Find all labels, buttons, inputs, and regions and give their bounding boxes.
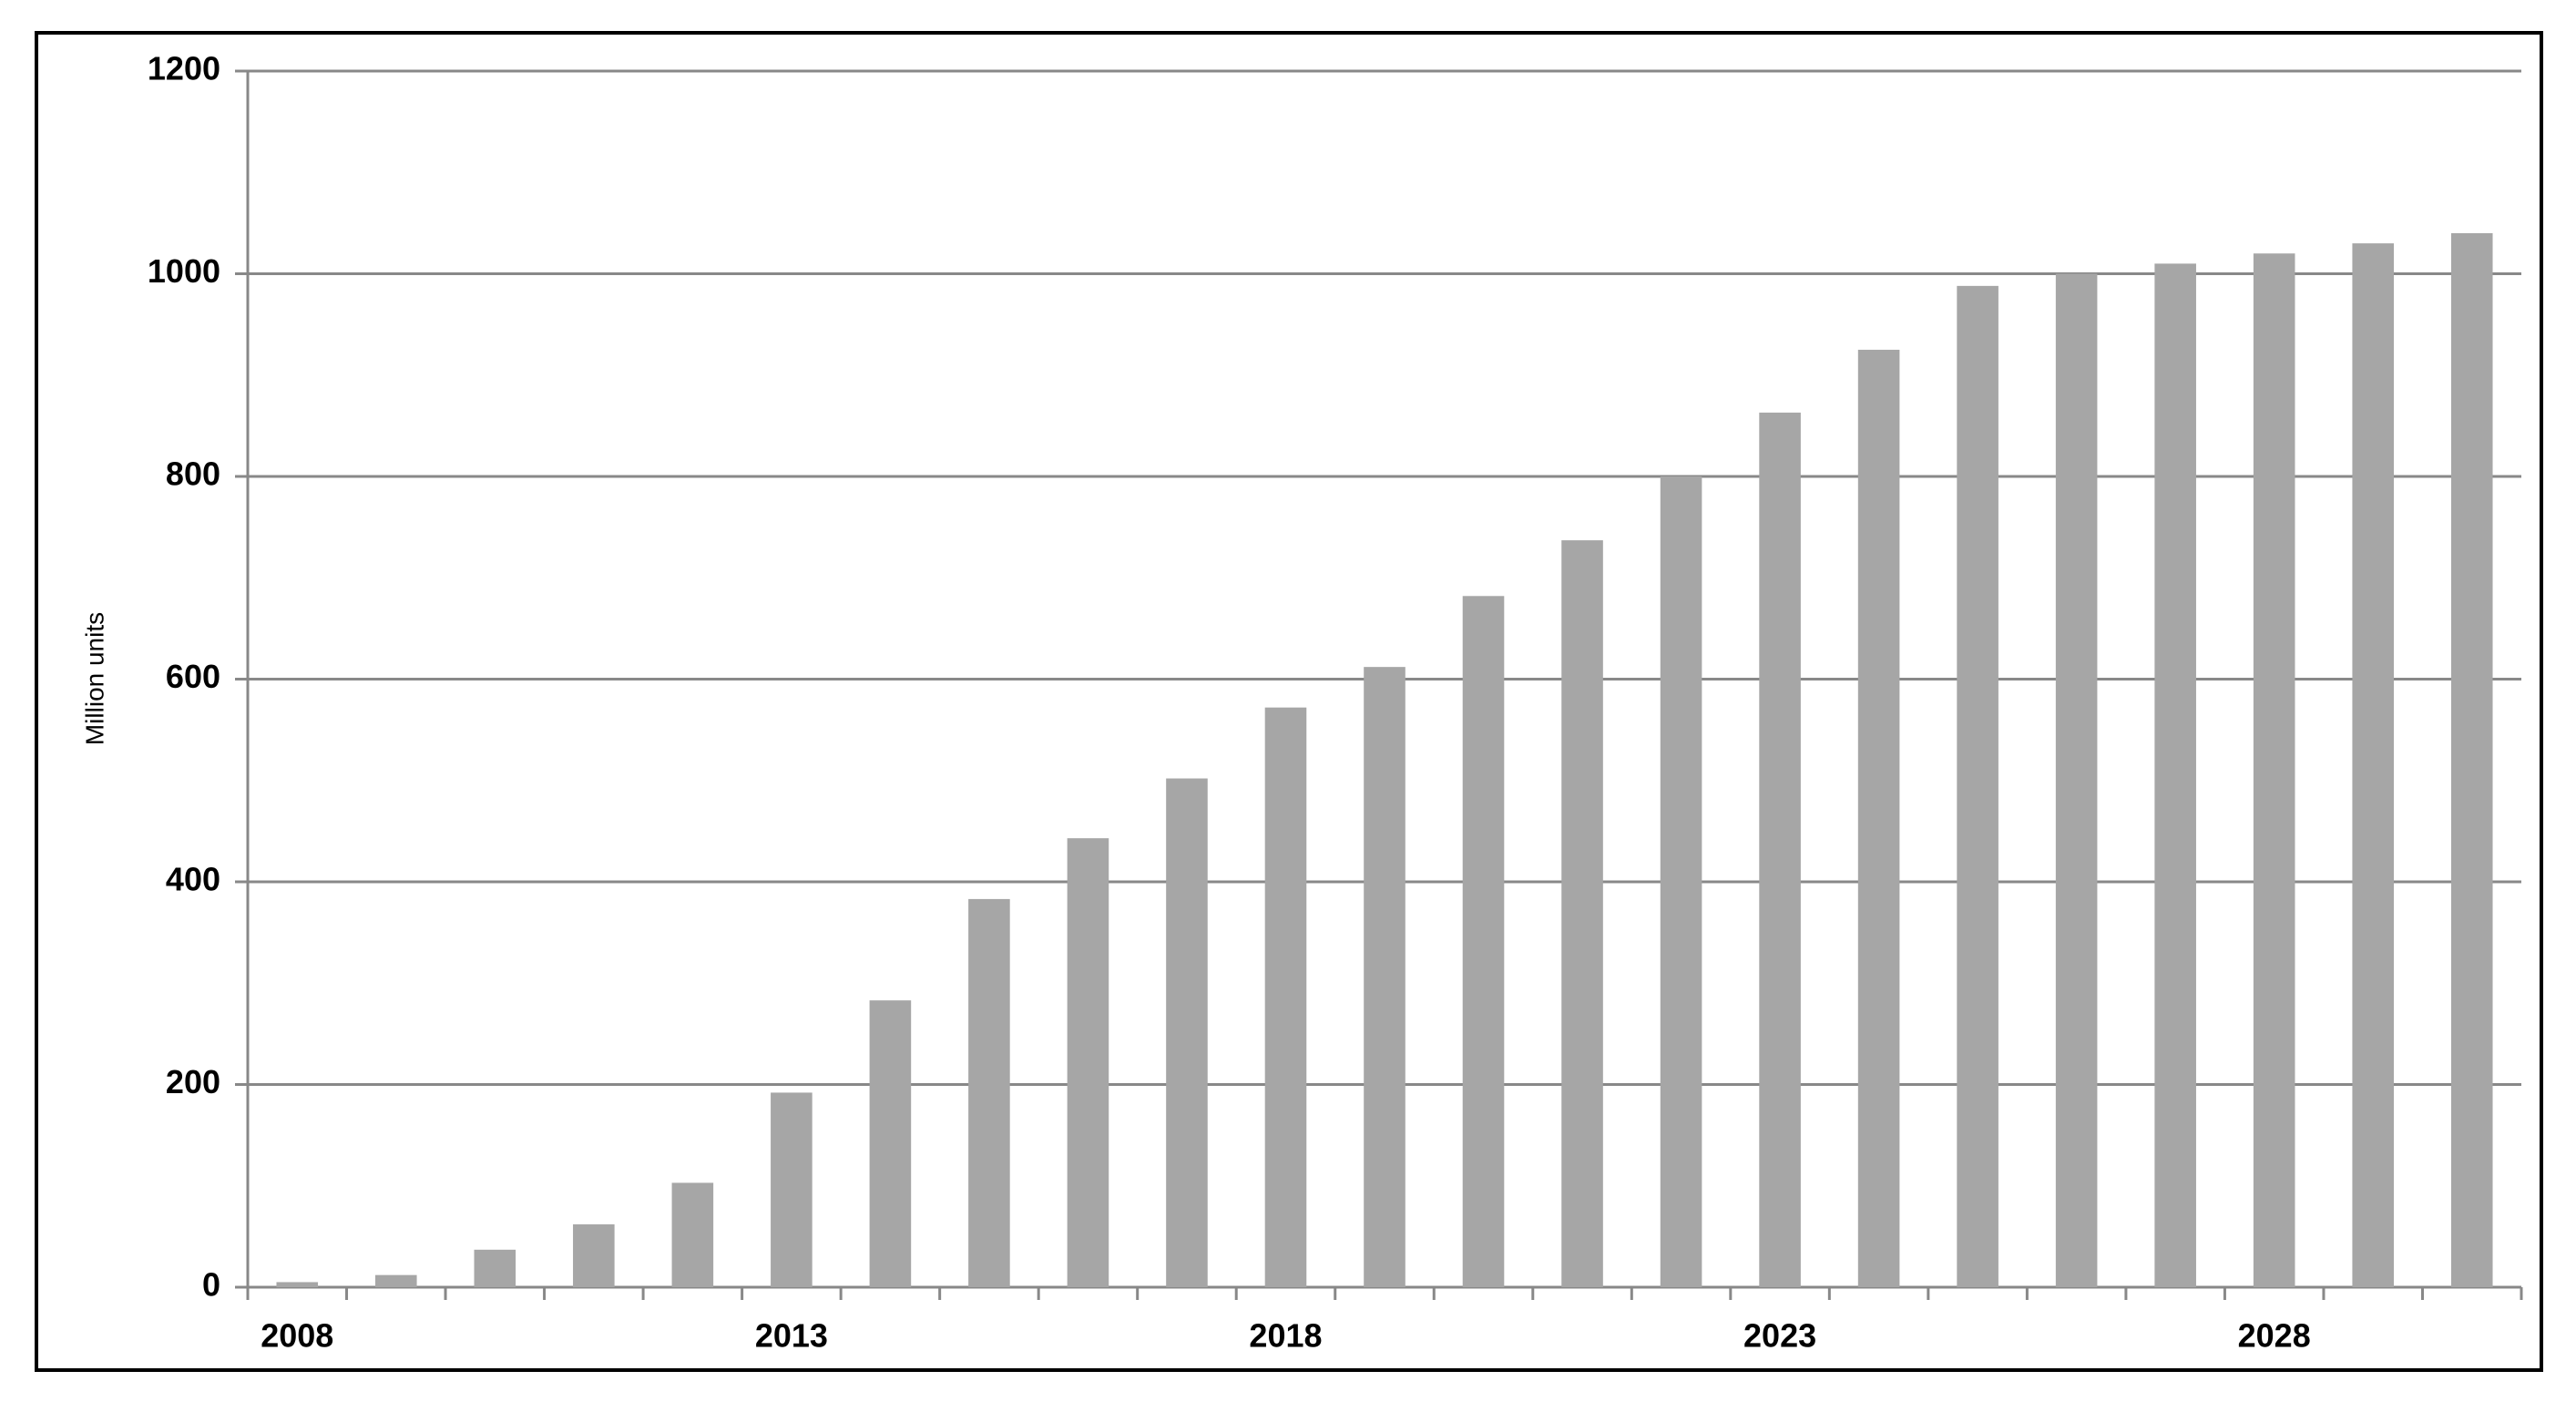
bar: [573, 1224, 615, 1287]
bar: [276, 1282, 319, 1287]
bar: [1957, 285, 1998, 1288]
bar: [771, 1092, 813, 1287]
bar: [1759, 412, 1801, 1288]
x-tick-label: 2008: [261, 1317, 333, 1355]
y-axis-label: Million units: [80, 612, 108, 745]
bar: [671, 1182, 714, 1287]
bar: [2253, 253, 2295, 1287]
bar: [2055, 273, 2098, 1287]
bar: [1364, 667, 1406, 1287]
bar: [1660, 476, 1702, 1287]
bar: [869, 1000, 912, 1287]
bar: [1067, 838, 1109, 1287]
y-tick-label: 200: [166, 1063, 220, 1100]
y-tick-label: 0: [202, 1266, 220, 1304]
y-tick-label: 1200: [148, 50, 220, 87]
bar: [1462, 596, 1505, 1287]
bar: [1166, 778, 1208, 1287]
bar: [1264, 707, 1307, 1287]
bar: [2154, 263, 2196, 1287]
bar: [1857, 349, 1900, 1287]
x-tick-label: 2013: [755, 1317, 828, 1355]
y-tick-label: 400: [166, 861, 220, 898]
y-tick-label: 1000: [148, 252, 220, 290]
x-tick-label: 2028: [2238, 1317, 2311, 1355]
bar: [1561, 540, 1603, 1287]
y-tick-label: 600: [166, 658, 220, 695]
bar: [2450, 233, 2493, 1287]
bar: [2352, 243, 2395, 1287]
x-tick-label: 2018: [1249, 1317, 1322, 1355]
bar: [968, 898, 1010, 1287]
y-tick-label: 800: [166, 455, 220, 493]
bar: [474, 1249, 516, 1287]
bar: [374, 1274, 417, 1287]
x-tick-label: 2023: [1743, 1317, 1816, 1355]
